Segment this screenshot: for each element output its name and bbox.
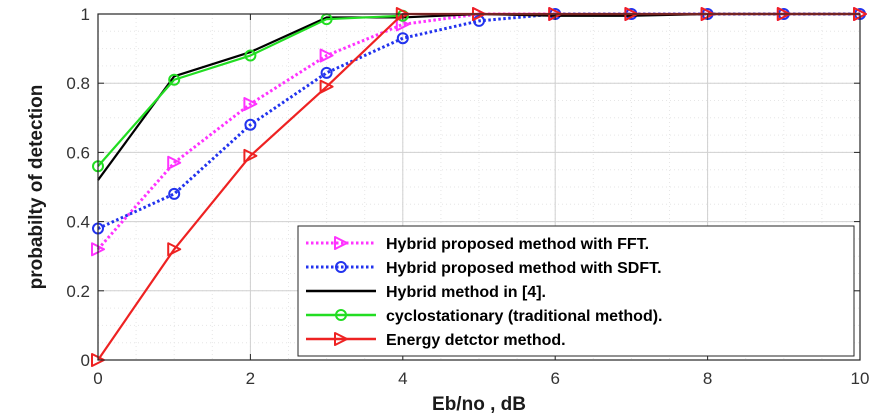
tick-labels: 0 2 4 6 8 10 0 0.2 0.4 0.6 0.8 1 xyxy=(66,5,869,388)
data-point xyxy=(168,73,181,86)
legend-label: Hybrid proposed method with SDFT. xyxy=(386,260,662,277)
data-point xyxy=(243,96,258,111)
legend-entry: Hybrid method in [4]. xyxy=(306,284,546,301)
x-tick-label: 6 xyxy=(550,369,559,388)
data-point xyxy=(244,49,257,62)
data-point xyxy=(319,48,334,63)
legend-marker xyxy=(335,261,347,273)
x-tick-label: 10 xyxy=(851,369,870,388)
data-point xyxy=(244,118,257,131)
y-axis-label: probabilty of detection xyxy=(26,85,47,290)
data-point xyxy=(319,79,334,94)
y-tick-label: 0.2 xyxy=(66,282,90,301)
legend-box xyxy=(297,225,855,357)
series-line xyxy=(97,12,860,230)
legend-entry: cyclostationary (traditional method). xyxy=(306,308,662,325)
x-tick-label: 8 xyxy=(703,369,712,388)
legend-marker xyxy=(334,236,348,250)
x-axis-label: Eb/no , dB xyxy=(432,394,526,415)
x-tick-label: 2 xyxy=(246,369,255,388)
series-line xyxy=(97,14,403,167)
y-tick-label: 0 xyxy=(81,351,90,370)
data-point xyxy=(167,242,182,257)
legend-label: Hybrid method in [4]. xyxy=(386,284,546,301)
legend: Hybrid proposed method with FFT. Hybrid p… xyxy=(297,225,855,357)
legend-marker xyxy=(335,309,347,321)
y-tick-label: 0.6 xyxy=(66,143,90,162)
y-tick-label: 0.4 xyxy=(66,213,90,232)
axes-box xyxy=(97,13,861,361)
data-point xyxy=(168,187,181,200)
y-tick-label: 0.8 xyxy=(66,74,90,93)
legend-label: Energy detctor method. xyxy=(386,332,566,349)
y-tick-label: 1 xyxy=(81,5,90,24)
x-tick-label: 4 xyxy=(398,369,407,388)
legend-label: Hybrid proposed method with FFT. xyxy=(386,236,649,253)
x-tick-label: 0 xyxy=(93,369,102,388)
data-point xyxy=(243,148,258,163)
data-point xyxy=(320,66,333,79)
legend-entry: Hybrid proposed method with SDFT. xyxy=(306,260,662,277)
legend-marker xyxy=(334,332,348,346)
legend-entry: Hybrid proposed method with FFT. xyxy=(306,236,649,253)
data-point xyxy=(396,32,409,45)
legend-label: cyclostationary (traditional method). xyxy=(386,308,662,325)
legend-entry: Energy detctor method. xyxy=(306,332,566,349)
data-point xyxy=(167,155,182,170)
